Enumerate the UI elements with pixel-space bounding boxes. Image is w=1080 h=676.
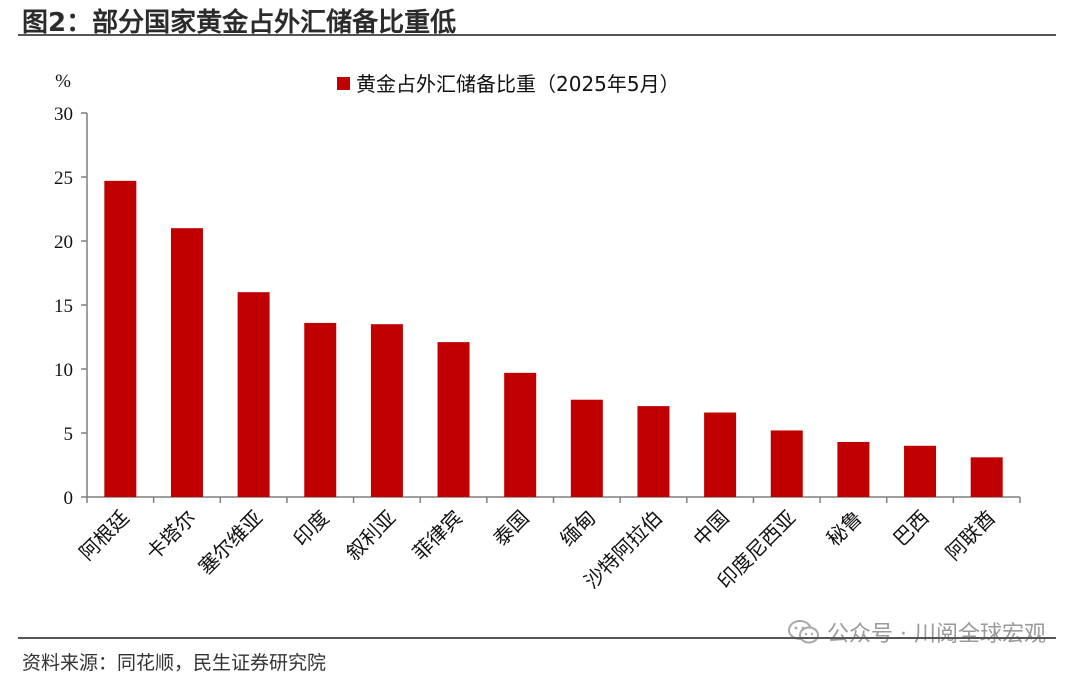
bar xyxy=(237,292,270,497)
bar xyxy=(304,322,337,497)
x-tick-label: 阿根廷 xyxy=(74,506,133,565)
watermark-text: 公众号 · 川阅全球宏观 xyxy=(827,622,1046,647)
bar xyxy=(637,406,670,497)
page-title: 图2：部分国家黄金占外汇储备比重低 xyxy=(22,8,457,38)
legend-label: 黄金占外汇储备比重（2025年5月） xyxy=(356,72,680,96)
bar xyxy=(170,228,203,497)
y-tick-label: 30 xyxy=(54,104,73,125)
bar xyxy=(437,342,470,497)
footer-divider xyxy=(18,637,1056,639)
bar xyxy=(504,372,537,497)
x-tick-label: 塞尔维亚 xyxy=(194,506,268,580)
legend-swatch xyxy=(337,77,350,90)
y-tick-label: 15 xyxy=(54,296,73,317)
source-note: 资料来源：同花顺，民生证券研究院 xyxy=(22,652,327,674)
y-tick-label: 10 xyxy=(54,360,73,381)
x-tick-label: 秘鲁 xyxy=(822,506,867,551)
bar xyxy=(904,445,937,497)
x-tick-label: 叙利亚 xyxy=(341,506,400,565)
watermark: 公众号 · 川阅全球宏观 xyxy=(787,618,1046,647)
chart-legend: 黄金占外汇储备比重（2025年5月） xyxy=(337,72,680,96)
x-tick-label: 阿联酋 xyxy=(941,506,1000,565)
bar xyxy=(104,180,137,497)
y-tick-label: 25 xyxy=(54,168,73,189)
y-tick-label: 20 xyxy=(54,232,73,253)
y-axis-unit: % xyxy=(55,71,71,92)
x-tick-label: 缅甸 xyxy=(555,506,600,551)
bar xyxy=(704,412,737,497)
bar xyxy=(570,399,603,497)
x-tick-label: 巴西 xyxy=(888,506,933,551)
x-tick-label: 印度 xyxy=(289,506,334,551)
bar xyxy=(370,324,403,497)
bar xyxy=(970,457,1003,497)
x-tick-label: 中国 xyxy=(688,506,733,551)
x-tick-label: 菲律宾 xyxy=(408,506,467,565)
x-tick-label: 泰国 xyxy=(488,506,533,551)
y-tick-label: 5 xyxy=(64,424,74,445)
bar xyxy=(837,441,870,497)
title-divider xyxy=(18,34,1056,36)
y-tick-label: 0 xyxy=(64,488,74,509)
x-tick-label: 卡塔尔 xyxy=(141,506,200,565)
chart-bars xyxy=(104,180,1003,497)
bar xyxy=(770,430,803,497)
wechat-icon xyxy=(788,620,820,644)
